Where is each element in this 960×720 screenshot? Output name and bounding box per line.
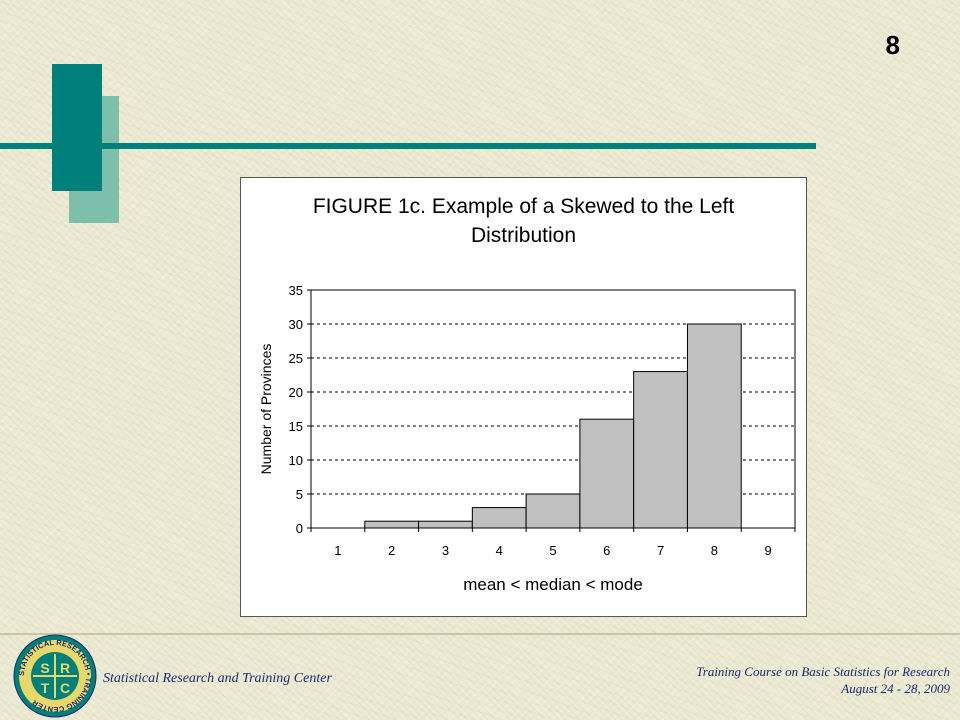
bar-7 [633,371,688,529]
decor-block-dark [52,64,102,191]
x-tick-label: 7 [657,543,664,558]
footer-org-name: Statistical Research and Training Center [103,671,332,686]
y-tick-label: 25 [289,351,303,366]
x-tick-label: 8 [711,543,718,558]
y-tick-label: 10 [289,453,303,468]
srtc-logo: STATISTICAL RESEARCH • TRAINING CENTER S… [13,634,97,718]
bar-3 [418,520,473,529]
histogram-chart: 0 5 10 15 20 25 30 35 1 2 3 4 5 6 7 8 9 Number of Provi… [258,283,796,594]
y-tick-layer: 0 5 10 15 20 25 30 35 [289,283,311,536]
chart-title-line-1: FIGURE 1c. Example of a Skewed to the Le… [312,195,735,218]
x-tick-label: 2 [388,543,395,558]
plot-area-border [310,289,796,529]
bar-4 [471,507,527,529]
bar-2 [364,520,420,529]
y-tick-label: 15 [289,419,303,434]
y-tick-label: 0 [296,521,303,536]
chart-frame: FIGURE 1c. Example of a Skewed to the Le… [240,177,807,617]
chart-title-line-2: Distribution [470,224,577,247]
x-tick-label: 4 [496,543,503,558]
x-tick-label: 1 [334,543,341,558]
y-tick-label: 5 [296,487,303,502]
bar-8 [686,323,742,529]
logo-letter-t: T [41,680,50,696]
x-tick-label: 9 [764,543,771,558]
y-tick-label: 20 [289,385,303,400]
chart-title: FIGURE 1c. Example of a Skewed to the Le… [241,192,806,250]
footer-course-title: Training Course on Basic Statistics for … [696,664,950,679]
logo-letter-s: S [40,660,49,676]
x-tick-label: 5 [549,543,556,558]
bar-6 [579,418,635,529]
header-rule [0,143,816,149]
footer-course-dates: August 24 - 28, 2009 [841,681,950,696]
y-tick-label: 30 [289,317,303,332]
footer-rule [0,633,960,635]
footer-course-info: Training Course on Basic Statistics for … [696,663,950,697]
x-tick-label: 6 [603,543,610,558]
x-axis-label: mean < median < mode [463,575,643,594]
y-axis-label: Number of Provinces [258,344,274,475]
x-tick-label: 3 [442,543,449,558]
x-tick-layer: 1 2 3 4 5 6 7 8 9 [310,528,796,558]
logo-letter-c: C [60,680,70,696]
y-tick-label: 35 [289,283,303,298]
logo-letter-r: R [60,660,70,676]
bar-5 [525,493,581,529]
slide-number: 8 [885,30,900,60]
